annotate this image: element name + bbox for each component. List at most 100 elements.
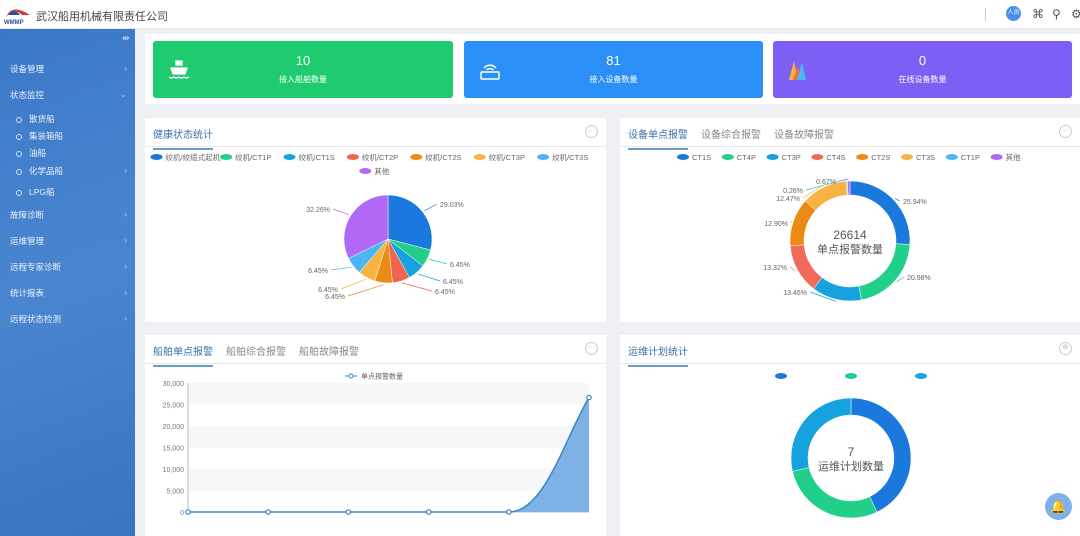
legend-icon [473,154,486,160]
data-label: 29.03% [440,202,464,209]
sidebar-item-label: 统计报表 [10,288,45,298]
stat-value: 81 [606,53,621,68]
label-line [802,184,824,199]
sidebar-item-label: 状态监控 [10,90,45,100]
chevron-icon: › [124,63,127,73]
legend-label: 绞机/CT1S [299,152,335,162]
legend-icon [775,373,787,379]
stat-label: 接入船舶数量 [279,75,327,84]
maintenance-panel: 运维计划统计 ⊖ 7 运维计划数量 [620,335,1080,536]
notification-bell-button[interactable]: 🔔 [1045,493,1072,520]
legend-label: CT4P [737,153,756,162]
company-name: 武汉船用机械有限责任公司 [36,11,168,23]
center-value: 7 [848,445,855,459]
data-point [265,509,272,515]
label-line [340,278,366,290]
pie-slice [343,194,389,259]
search-icon[interactable]: ⚲ [1052,7,1061,21]
y-tick-label: 30,000 [163,381,185,388]
label-line [417,273,441,282]
more-icon[interactable]: ··· [1059,125,1072,138]
settings-icon[interactable]: ⚙ [1071,7,1080,21]
sidebar-item[interactable]: 统计报表 › [0,287,135,299]
stat-card[interactable]: 0 在线设备数量 [773,41,1072,98]
legend-label: 绞机/CT3P [489,152,525,162]
pie-slice [789,200,817,247]
sidebar-item[interactable]: 故障诊断 › [0,209,135,221]
collapse-icon[interactable]: ⇹ [122,33,130,43]
tab-ship-fault-alarm[interactable]: 船舶故障报警 [299,347,359,358]
legend-icon [677,154,689,160]
device-alarm-donut-chart: CT1S CT4P CT3P CT4S CT2S CT3S CT1P 其他 25.94% 20.9… [677,152,1021,302]
sidebar-item-label: 远程状态检测 [10,314,62,324]
stat-card[interactable]: 81 接入设备数量 [464,41,763,98]
label-line [838,178,849,182]
sidebar-item-label: 集装箱船 [29,131,64,141]
sidebar-item[interactable]: 状态监控 ⌄ [0,89,135,101]
more-icon[interactable]: ··· [585,342,598,355]
stat-card[interactable]: 10 接入船舶数量 [153,41,453,98]
user-avatar[interactable]: 人员 [1006,6,1021,21]
legend-label: 绞机/CT1P [235,152,271,162]
data-label: 6.45% [450,262,470,269]
data-point [586,394,592,401]
sidebar-item[interactable]: 化学品船 › [0,165,135,177]
legend-icon [856,154,869,160]
label-line [789,266,796,272]
sidebar-item[interactable]: 油船 [0,147,135,159]
center-label: 单点报警数量 [817,242,883,256]
sidebar-item[interactable]: 设备管理 › [0,63,135,75]
chevron-icon: › [124,165,127,175]
sidebar-item[interactable]: 远程专家诊断 › [0,261,135,273]
chevron-icon: › [124,209,127,219]
y-tick-label: 10,000 [163,467,185,474]
sidebar-item[interactable]: 运维管理 › [0,235,135,247]
chevron-icon: › [124,261,127,271]
circle-icon [16,133,22,140]
legend-label: CT2S [871,153,890,162]
center-value: 26614 [833,228,867,242]
legend-icon [945,154,958,160]
tab-ship-single-alarm[interactable]: 船舶单点报警 [153,343,213,367]
label-line [332,208,350,216]
tab-device-single-alarm[interactable]: 设备单点报警 [628,126,688,150]
label-line [330,266,352,271]
data-point [425,509,432,515]
legend-icon [537,154,550,160]
legend-icon [283,154,296,160]
header-divider [985,8,986,21]
data-label: 32.26% [306,207,330,214]
apps-icon[interactable]: ⌘ [1032,7,1044,21]
legend-icon [346,154,359,160]
pie-slice [813,277,862,302]
sidebar-item[interactable]: 远程状态检测 › [0,313,135,325]
label-line [894,198,901,202]
legend-label: CT1S [692,153,711,162]
tab-ship-combined-alarm[interactable]: 船舶综合报警 [226,347,286,358]
tab-maintenance-stats[interactable]: 运维计划统计 [628,343,688,367]
more-icon[interactable]: ⊖ [1059,342,1072,355]
tab-device-fault-alarm[interactable]: 设备故障报警 [774,130,834,141]
area-fill [188,397,589,512]
more-icon[interactable]: ··· [585,125,598,138]
data-label: 6.45% [308,268,328,275]
sidebar-item[interactable]: 集装箱船 [0,130,135,142]
stat-value: 10 [295,53,311,68]
chevron-icon: › [124,287,127,297]
legend-label: 绞机/CT2P [362,152,398,162]
tab-health-status[interactable]: 健康状态统计 [153,126,213,150]
stat-label: 接入设备数量 [589,75,638,84]
sidebar-item[interactable]: LPG船 [0,186,135,198]
pie-slice [847,180,851,196]
sidebar-item[interactable]: 散货船 [0,113,135,125]
grid-band [188,426,589,448]
label-line [424,203,438,212]
stat-value: 0 [918,53,927,68]
chevron-icon: › [124,313,127,323]
legend-icon [150,154,163,160]
tab-device-combined-alarm[interactable]: 设备综合报警 [701,130,761,141]
sidebar-item-label: 散货船 [29,114,55,124]
legend-icon [359,168,372,174]
legend-label: CT4S [826,153,845,162]
